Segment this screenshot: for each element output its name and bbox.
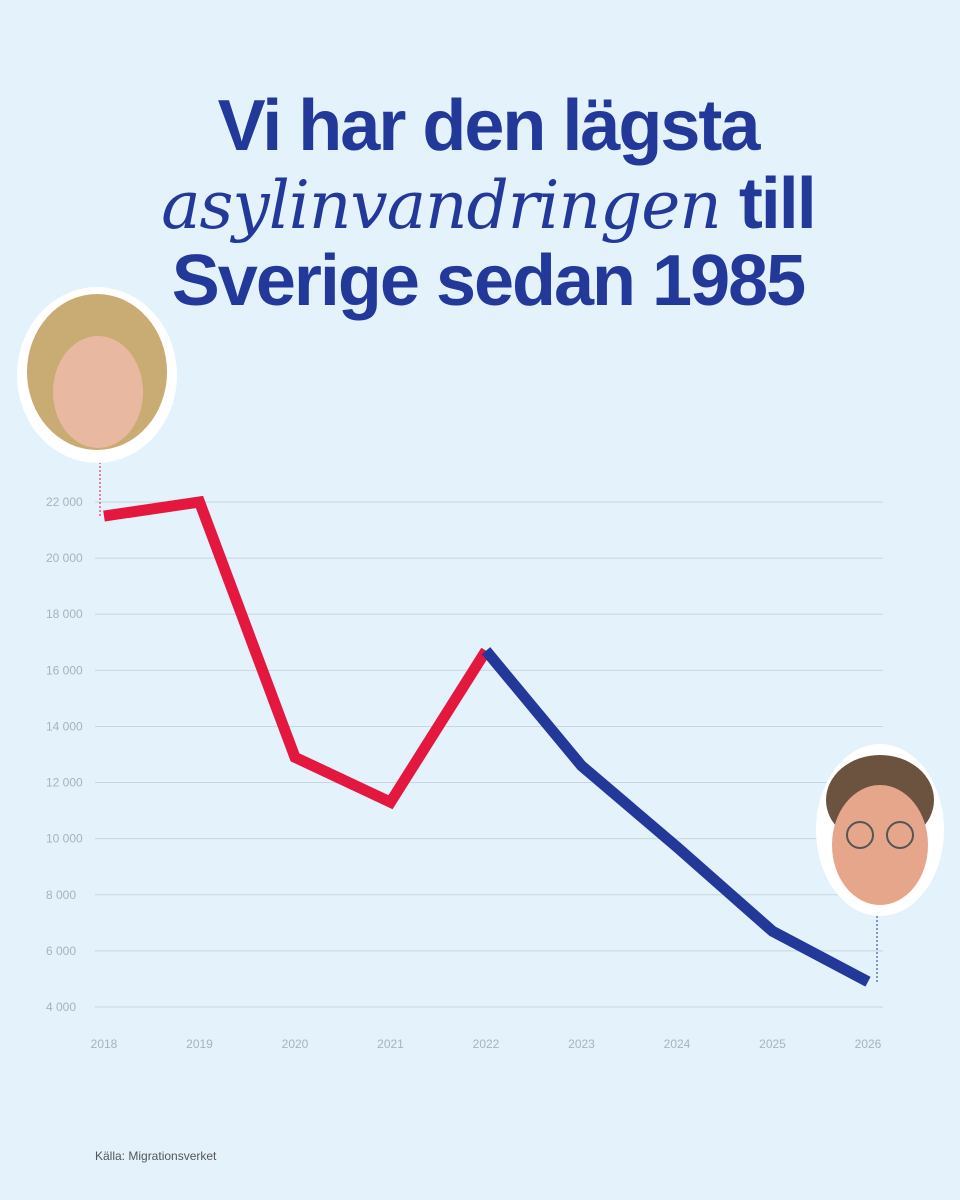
portrait [816, 744, 944, 916]
x-tick-label: 2018 [91, 1037, 118, 1051]
title-line: Vi har den lägsta [218, 86, 762, 166]
series-line [103, 495, 491, 810]
x-tick-label: 2022 [473, 1037, 500, 1051]
plot: 4 000 6 000 8 000 10 000 12 000 14 000 16 000 1… [46, 495, 883, 1051]
y-tick-label: 8 000 [46, 888, 76, 902]
y-tick-label: 22 000 [46, 495, 83, 509]
title-line: asylinvandringen till [161, 164, 815, 244]
source: Källa: Migrationsverket [95, 1149, 217, 1163]
x-tick-label: 2025 [759, 1037, 786, 1051]
x-tick-label: 2021 [377, 1037, 404, 1051]
x-tick-label: 2026 [855, 1037, 882, 1051]
y-tick-label: 4 000 [46, 1000, 76, 1014]
y-tick-label: 10 000 [46, 832, 83, 846]
title-word: till [739, 164, 815, 244]
portrait [17, 287, 177, 463]
y-tick-label: 16 000 [46, 663, 83, 677]
x-tick-label: 2020 [282, 1037, 309, 1051]
y-tick-label: 14 000 [46, 719, 83, 733]
title-line: Sverige sedan 1985 [172, 241, 805, 321]
title-italic: asylinvandringen [161, 167, 721, 244]
y-tick-label: 6 000 [46, 944, 76, 958]
x-tick-label: 2019 [186, 1037, 213, 1051]
y-tick-label: 18 000 [46, 607, 83, 621]
y-tick-label: 12 000 [46, 776, 83, 790]
y-tick-label: 20 000 [46, 551, 83, 565]
series-line [481, 647, 871, 987]
x-tick-label: 2024 [664, 1037, 691, 1051]
x-tick-label: 2023 [568, 1037, 595, 1051]
